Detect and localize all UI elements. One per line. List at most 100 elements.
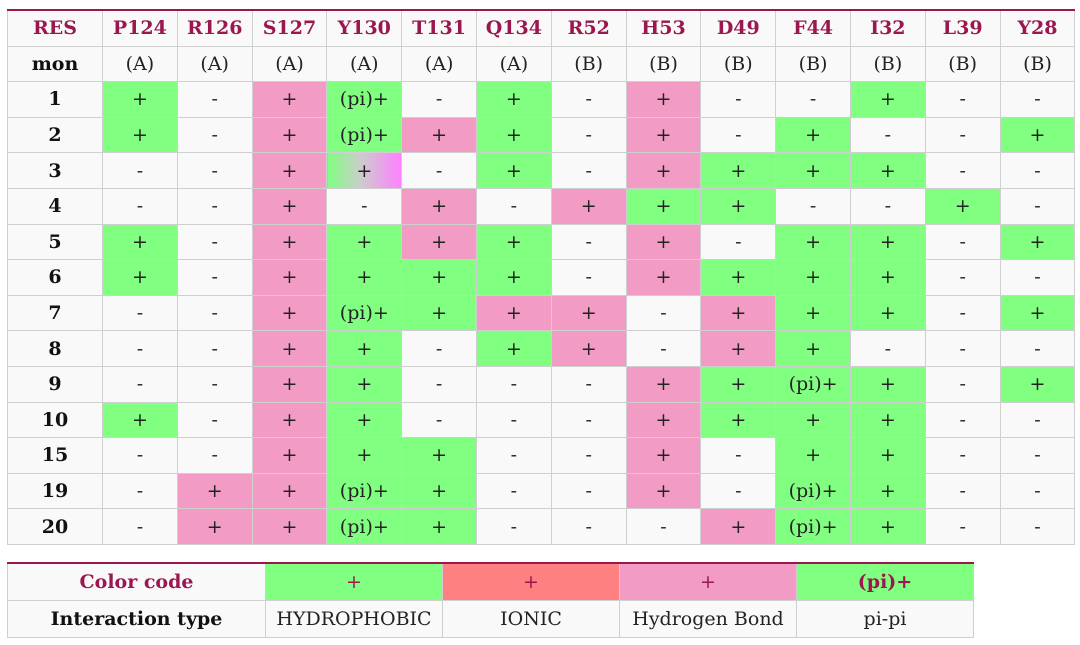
interaction-cell: - <box>102 508 178 545</box>
interaction-cell: + <box>775 437 851 474</box>
monomer-cell: (A) <box>176 45 253 83</box>
interaction-cell: + <box>475 223 552 261</box>
interaction-cell: + <box>326 152 403 189</box>
interaction-cell: - <box>849 116 926 154</box>
row-label: 6 <box>7 259 103 296</box>
row-label: 2 <box>7 116 103 154</box>
interaction-cell: + <box>326 223 403 261</box>
interaction-cell: (pi)+ <box>326 508 403 545</box>
interaction-cell: - <box>775 81 851 118</box>
interaction-cell: + <box>849 152 926 189</box>
interaction-cell: - <box>999 81 1076 118</box>
interaction-cell: + <box>625 365 702 403</box>
row-label: 8 <box>7 330 103 367</box>
interaction-cell: + <box>924 187 1001 225</box>
interaction-cell: - <box>102 365 178 403</box>
interaction-cell: - <box>700 437 777 474</box>
interaction-cell: - <box>176 223 253 261</box>
interaction-cell: + <box>849 401 926 439</box>
interaction-cell: + <box>775 401 851 439</box>
residue-header: D49 <box>700 8 777 47</box>
interaction-cell: - <box>999 401 1076 439</box>
table-row: 20- + + (pi)+ + - - - + (pi)+ + - - <box>7 508 1076 545</box>
interaction-cell: + <box>251 223 328 261</box>
interaction-cell: - <box>401 81 477 118</box>
interaction-cell: + <box>700 294 777 332</box>
row-label: 7 <box>7 294 103 332</box>
residue-header: T131 <box>401 8 477 47</box>
interaction-cell: + <box>775 152 851 189</box>
interaction-cell: - <box>625 294 702 332</box>
interaction-cell: + <box>849 259 926 296</box>
interaction-cell: + <box>999 223 1076 261</box>
interaction-cell: - <box>999 259 1076 296</box>
interaction-cell: - <box>401 401 477 439</box>
interaction-cell: - <box>326 187 403 225</box>
interaction-cell: - <box>849 187 926 225</box>
interaction-cell: + <box>849 472 926 510</box>
interaction-cell: (pi)+ <box>775 472 851 510</box>
interaction-cell: + <box>326 259 403 296</box>
residue-header: R126 <box>176 8 253 47</box>
legend-name-pi-pi: pi-pi <box>796 600 974 638</box>
interaction-cell: + <box>775 223 851 261</box>
interaction-cell: + <box>625 116 702 154</box>
interaction-cell: + <box>775 330 851 367</box>
interaction-cell: + <box>401 472 477 510</box>
interaction-cell: - <box>550 472 627 510</box>
monomer-cell: (A) <box>326 45 403 83</box>
interaction-cell: - <box>999 187 1076 225</box>
legend-swatch-hydrophobic: + <box>265 562 443 601</box>
interaction-cell: - <box>475 187 552 225</box>
interaction-cell: (pi)+ <box>326 294 403 332</box>
legend-title: Color code <box>7 562 266 601</box>
table-row: 3- - + + - + - + + + + - - <box>7 152 1076 189</box>
interaction-cell: + <box>475 330 552 367</box>
interaction-cell: - <box>550 223 627 261</box>
interaction-cell: + <box>849 294 926 332</box>
residue-header: L39 <box>924 8 1001 47</box>
interaction-cell: - <box>475 365 552 403</box>
row-label: 19 <box>7 472 103 510</box>
interaction-cell: (pi)+ <box>326 116 403 154</box>
interaction-cell: + <box>475 116 552 154</box>
row-label: 5 <box>7 223 103 261</box>
table-row: 7- - + (pi)+ + + + - + + + - + <box>7 294 1076 332</box>
interaction-cell: + <box>251 472 328 510</box>
residue-header: Y130 <box>326 8 403 47</box>
monomer-cell: (B) <box>924 45 1001 83</box>
interaction-cell: + <box>326 401 403 439</box>
interaction-cell: - <box>999 152 1076 189</box>
interaction-cell: - <box>924 437 1001 474</box>
interaction-cell: - <box>401 330 477 367</box>
residue-header: Q134 <box>475 8 552 47</box>
interaction-cell: - <box>550 116 627 154</box>
interaction-cell: + <box>102 259 178 296</box>
interaction-cell: + <box>251 437 328 474</box>
interaction-cell: + <box>700 259 777 296</box>
interaction-cell: + <box>625 437 702 474</box>
interaction-cell: + <box>775 294 851 332</box>
interaction-cell: + <box>700 330 777 367</box>
header-row: RES P124 R126 S127 Y130 T131 Q134 R52 H5… <box>7 8 1076 47</box>
interaction-cell: (pi)+ <box>326 81 403 118</box>
interaction-cell: - <box>176 187 253 225</box>
monomer-cell: (A) <box>251 45 328 83</box>
interaction-cell: - <box>475 437 552 474</box>
interaction-cell: - <box>176 437 253 474</box>
interaction-cell: + <box>475 294 552 332</box>
interaction-cell: + <box>475 152 552 189</box>
table-row: 19- + + (pi)+ + - - + - (pi)+ + - - <box>7 472 1076 510</box>
monomer-cell: (B) <box>849 45 926 83</box>
interaction-cell: - <box>550 401 627 439</box>
interaction-cell: - <box>924 223 1001 261</box>
interaction-cell: - <box>102 437 178 474</box>
interaction-cell: - <box>102 187 178 225</box>
interaction-cell: - <box>999 437 1076 474</box>
legend-name-ionic: IONIC <box>442 600 620 638</box>
monomer-cell: (A) <box>401 45 477 83</box>
interaction-cell: + <box>625 401 702 439</box>
interaction-cell: + <box>999 116 1076 154</box>
interaction-table: RES P124 R126 S127 Y130 T131 Q134 R52 H5… <box>7 8 1076 545</box>
interaction-cell: + <box>176 508 253 545</box>
